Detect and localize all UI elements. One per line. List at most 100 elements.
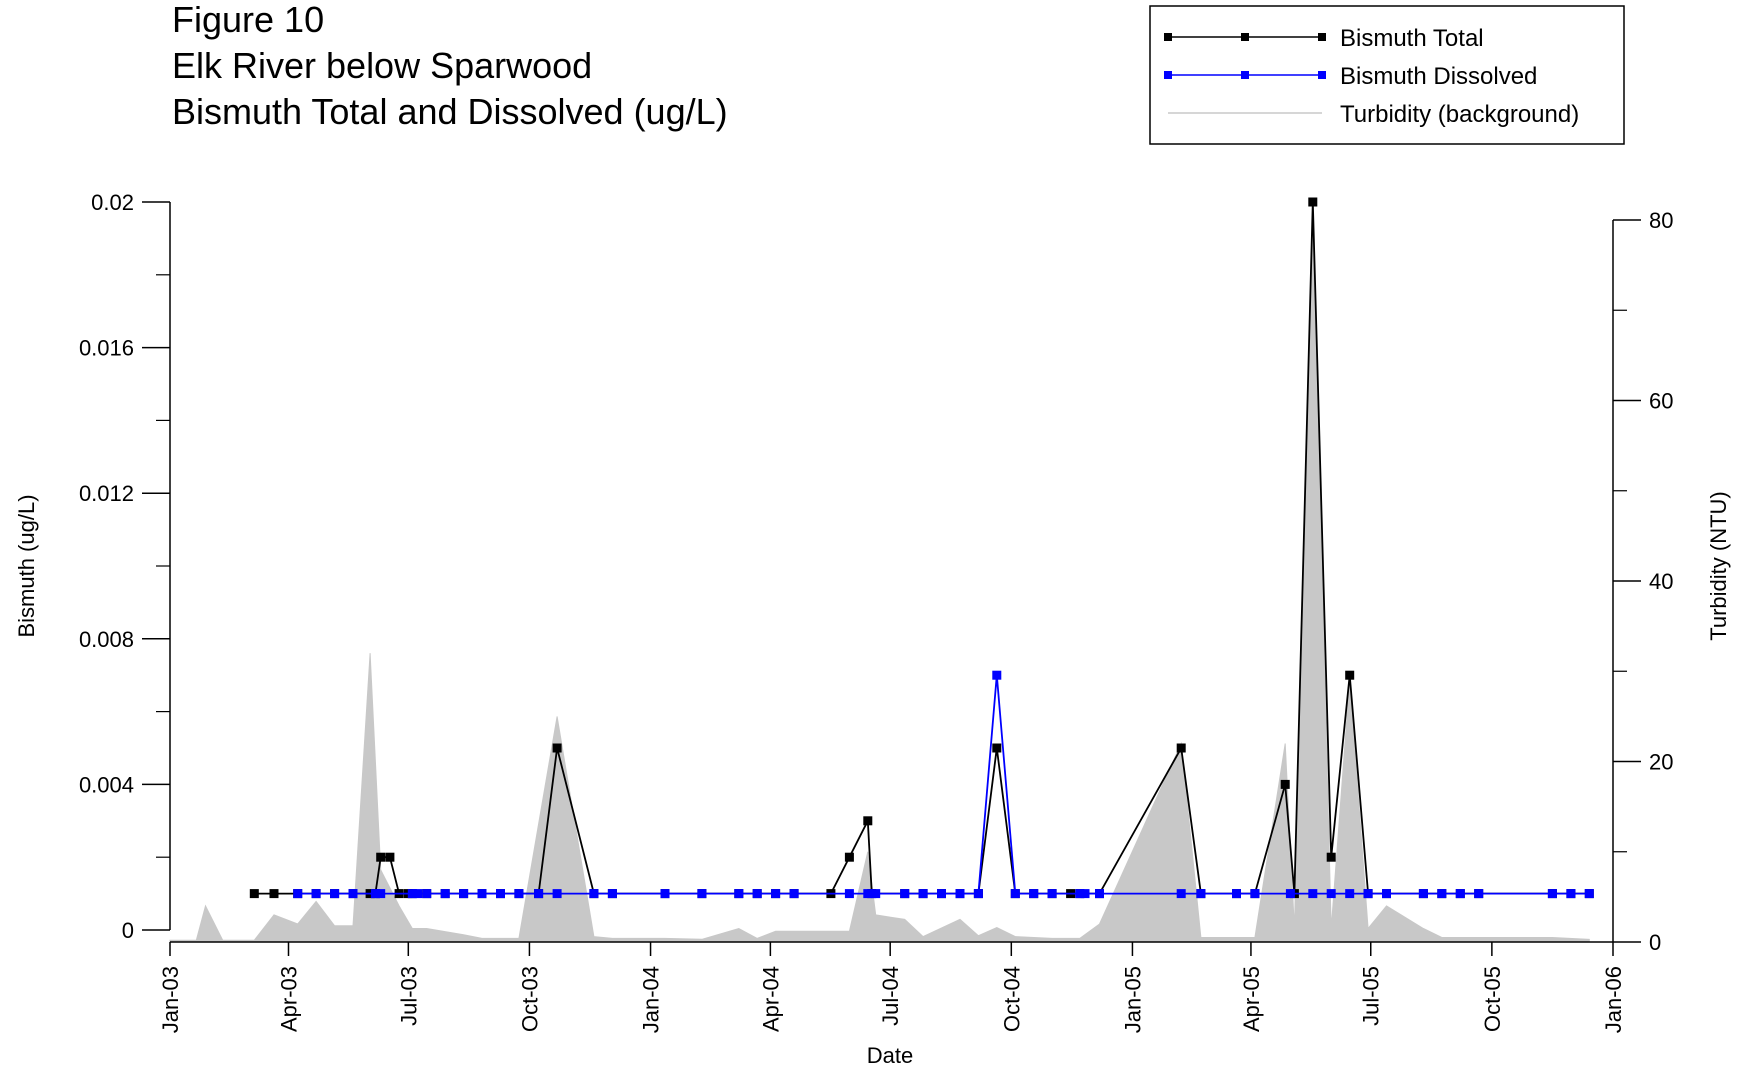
point-dissolved-16: [589, 889, 599, 899]
x-tick-label-6: Jul-04: [878, 966, 903, 1026]
x-tick-label-12: Jan-06: [1601, 966, 1626, 1033]
point-dissolved-39: [1176, 889, 1186, 899]
point-dissolved-7: [413, 889, 422, 899]
series-layer: [249, 197, 1594, 899]
point-dissolved-41: [1232, 889, 1241, 899]
x-tick-label-10: Jul-05: [1359, 966, 1384, 1026]
legend-label-total: Bismuth Total: [1340, 25, 1484, 52]
point-total-51: [1308, 197, 1318, 207]
point-dissolved-14: [534, 889, 544, 899]
point-dissolved-49: [1418, 889, 1428, 899]
series-line-dissolved: [297, 675, 1590, 895]
turbidity-area-layer: [169, 201, 1590, 943]
x-tick-label-9: Apr-05: [1239, 966, 1264, 1032]
point-dissolved-51: [1455, 889, 1465, 899]
point-dissolved-19: [697, 889, 707, 899]
point-dissolved-47: [1363, 889, 1373, 899]
series-total: [249, 197, 1594, 899]
point-dissolved-34: [1029, 889, 1039, 899]
point-dissolved-44: [1308, 889, 1318, 899]
point-dissolved-20: [734, 889, 744, 899]
y-axis-label: Bismuth (ug/L): [14, 494, 39, 637]
point-dissolved-25: [863, 889, 873, 899]
legend-marker-dissolved-2: [1241, 71, 1249, 79]
point-dissolved-5: [376, 889, 386, 899]
point-dissolved-4: [370, 889, 380, 899]
point-dissolved-53: [1547, 889, 1557, 899]
point-dissolved-24: [844, 889, 854, 899]
x-tick-label-7: Oct-04: [999, 966, 1024, 1032]
point-dissolved-0: [293, 889, 303, 899]
point-dissolved-2: [330, 889, 340, 899]
point-dissolved-8: [422, 889, 432, 899]
legend-marker-total-3: [1318, 33, 1326, 41]
point-dissolved-9: [440, 889, 450, 899]
point-total-8: [376, 852, 386, 862]
point-dissolved-1: [311, 889, 321, 899]
y-tick-label-1: 0.004: [79, 772, 134, 797]
legend-item-total: Bismuth Total: [1164, 25, 1484, 52]
point-dissolved-11: [477, 889, 487, 899]
legend-marker-dissolved-3: [1318, 71, 1326, 79]
point-dissolved-36: [1075, 889, 1085, 899]
series-dissolved: [293, 670, 1594, 899]
point-dissolved-28: [918, 889, 928, 899]
point-dissolved-29: [937, 889, 946, 899]
point-dissolved-52: [1474, 889, 1484, 899]
y2-tick-label-1: 20: [1649, 750, 1673, 775]
point-total-52: [1326, 852, 1336, 862]
y2-tick-label-3: 60: [1649, 389, 1673, 414]
title-line-2: Elk River below Sparwood: [172, 45, 592, 86]
x-tick-label-11: Oct-05: [1480, 966, 1505, 1032]
title-line-3: Bismuth Total and Dissolved (ug/L): [172, 91, 728, 132]
series-line-total: [254, 201, 1590, 895]
legend-label-dissolved: Bismuth Dissolved: [1340, 63, 1537, 90]
y2-tick-label-0: 0: [1649, 930, 1661, 955]
point-dissolved-50: [1437, 889, 1447, 899]
point-dissolved-6: [407, 889, 417, 899]
point-total-38: [992, 743, 1002, 753]
point-total-9: [385, 852, 395, 862]
point-dissolved-33: [1010, 889, 1020, 899]
y2-tick-label-2: 40: [1649, 569, 1673, 594]
point-dissolved-31: [973, 889, 983, 899]
point-dissolved-40: [1196, 889, 1206, 899]
point-total-20: [552, 743, 562, 753]
title-line-1: Figure 10: [172, 0, 324, 40]
point-dissolved-42: [1250, 889, 1260, 899]
y2-tick-label-4: 80: [1649, 208, 1673, 233]
point-dissolved-21: [752, 889, 762, 899]
point-dissolved-18: [660, 889, 670, 899]
point-dissolved-35: [1047, 889, 1057, 899]
x-axis-label: Date: [867, 1043, 913, 1068]
x-tick-label-5: Apr-04: [758, 966, 783, 1032]
point-dissolved-10: [459, 889, 469, 899]
point-dissolved-38: [1095, 889, 1104, 899]
point-dissolved-15: [552, 889, 562, 899]
point-dissolved-46: [1345, 889, 1355, 899]
legend-item-turbidity: Turbidity (background): [1168, 101, 1579, 128]
point-dissolved-55: [1584, 889, 1594, 899]
point-dissolved-30: [955, 889, 965, 899]
point-total-1: [269, 889, 279, 899]
point-dissolved-23: [789, 889, 799, 899]
legend-marker-total-1: [1164, 33, 1172, 41]
legend-marker-dissolved-1: [1164, 71, 1172, 79]
y-tick-label-4: 0.016: [79, 336, 134, 361]
legend-marker-total-2: [1241, 33, 1249, 41]
point-dissolved-13: [514, 889, 524, 899]
x-tick-label-4: Jan-04: [639, 966, 664, 1033]
point-dissolved-22: [771, 889, 781, 899]
y2-axis-label: Turbidity (NTU): [1706, 491, 1731, 641]
point-total-53: [1345, 670, 1355, 680]
y-tick-label-2: 0.008: [79, 627, 134, 652]
point-total-0: [249, 889, 259, 899]
x-tick-label-0: Jan-03: [158, 966, 183, 1033]
point-total-30: [844, 852, 854, 862]
x-tick-label-8: Jan-05: [1120, 966, 1145, 1033]
x-tick-label-1: Apr-03: [276, 966, 301, 1032]
point-dissolved-45: [1326, 889, 1336, 899]
point-dissolved-26: [871, 889, 881, 899]
axes: 0 0.004 0.008 0.012 0.016 0.02 0 20 40 60 80 Jan-03…: [79, 190, 1674, 1033]
